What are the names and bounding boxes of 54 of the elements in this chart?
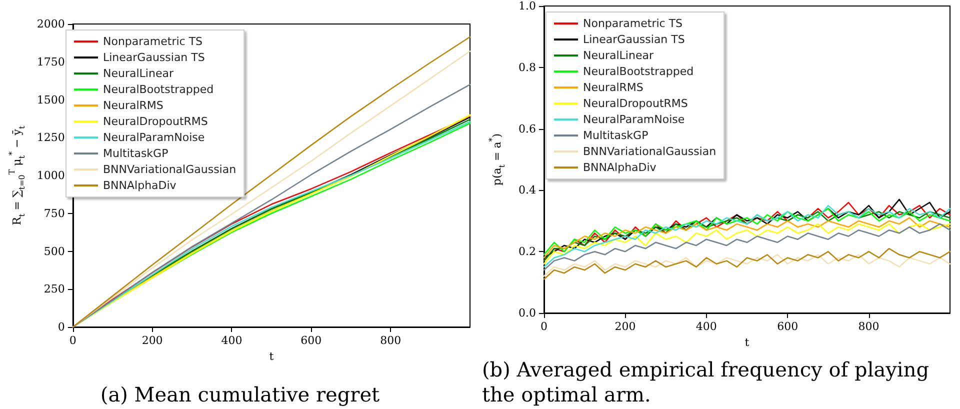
legend-label: NeuralRMS	[103, 99, 164, 112]
legend-label: NeuralLinear	[583, 49, 654, 62]
legend-label: BNNVariationalGaussian	[583, 145, 716, 158]
y-tick-label: 250	[44, 282, 65, 296]
y-tick-label: 1000	[36, 169, 65, 182]
legend-label: NeuralRMS	[583, 81, 644, 94]
legend-label: MultitaskGP	[103, 147, 169, 160]
x-axis-title: t	[744, 336, 750, 349]
y-tick-label: 0.0	[518, 306, 536, 320]
y-tick-label: 0.2	[518, 245, 536, 258]
y-tick-label: 2000	[36, 18, 65, 30]
legend-label: BNNVariationalGaussian	[103, 163, 236, 176]
legend-label: BNNAlphaDiv	[583, 161, 657, 174]
y-tick-label: 0.6	[518, 122, 536, 136]
x-axis-title: t	[269, 350, 274, 363]
x-tick-label: 600	[777, 320, 798, 333]
legend-label: MultitaskGP	[583, 129, 649, 142]
y-tick-label: 500	[44, 244, 65, 258]
x-tick-label: 0	[540, 320, 548, 333]
legend-label: NeuralLinear	[103, 67, 174, 80]
legend-label: Nonparametric TS	[103, 35, 203, 48]
y-tick-label: 1250	[36, 131, 65, 144]
x-tick-label: 200	[142, 334, 163, 347]
legend-label: NeuralParamNoise	[583, 113, 685, 126]
legend-label: NeuralDropoutRMS	[583, 97, 688, 110]
y-tick-label: 750	[44, 206, 65, 220]
text: (a) Mean cumulative regret	[100, 382, 380, 406]
line-series	[543, 217, 951, 258]
legend-label: NeuralBootstrapped	[583, 65, 694, 78]
y-axis-title: p(at = a*)	[488, 133, 506, 186]
legend-label: NeuralDropoutRMS	[103, 115, 208, 128]
y-tick-label: 0.4	[518, 184, 536, 197]
legend-label: NeuralParamNoise	[103, 131, 205, 144]
x-tick-label: 400	[696, 320, 717, 333]
x-tick-label: 400	[221, 334, 242, 347]
text: Rt = ∑t=0T μt* − ȳt	[8, 126, 26, 226]
y-tick-label: 1.0	[518, 0, 536, 12]
y-tick-label: 1500	[36, 93, 65, 106]
legend-label: NeuralBootstrapped	[103, 83, 214, 96]
x-tick-label: 200	[614, 320, 636, 333]
legend-label: Nonparametric TS	[583, 17, 683, 30]
x-tick-label: 600	[300, 334, 322, 347]
legend-label: LinearGaussian TS	[103, 51, 205, 64]
y-tick-label: 1750	[36, 55, 65, 68]
x-tick-label: 800	[380, 334, 402, 347]
line-series	[543, 248, 951, 280]
legend-label: LinearGaussian TS	[583, 33, 685, 46]
y-tick-label: 0.8	[518, 60, 536, 74]
x-tick-label: 800	[858, 320, 880, 333]
line-series	[543, 208, 951, 256]
legend-label: BNNAlphaDiv	[103, 179, 177, 192]
line-series	[543, 254, 951, 277]
x-tick-label: 0	[69, 334, 76, 347]
text: (b) Averaged empirical frequency of playing the optimal arm.	[482, 358, 936, 406]
